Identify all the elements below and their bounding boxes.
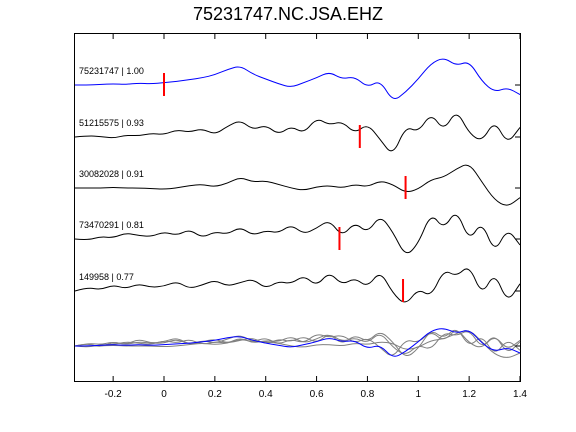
trace-2: 30082028 | 0.91 bbox=[75, 164, 521, 206]
x-tick-label: 0 bbox=[161, 389, 167, 400]
stack-reference bbox=[74, 328, 521, 357]
x-axis: -0.2 0 0.2 0.4 0.6 0.8 1 1.2 1.4 bbox=[105, 34, 527, 400]
x-tick-label: 0.8 bbox=[360, 389, 374, 400]
trace-label: 73470291 | 0.81 bbox=[79, 220, 144, 230]
chart-title: 75231747.NC.JSA.EHZ bbox=[192, 4, 384, 24]
trace-1: 51215575 | 0.93 bbox=[74, 114, 521, 152]
trace-label: 149958 | 0.77 bbox=[79, 272, 134, 282]
x-tick-label: 1.2 bbox=[462, 389, 476, 400]
trace-line bbox=[74, 58, 521, 99]
trace-3: 73470291 | 0.81 bbox=[74, 214, 521, 254]
x-tick-label: 0.2 bbox=[208, 389, 222, 400]
trace-line bbox=[74, 268, 521, 303]
trace-line bbox=[74, 214, 521, 254]
stack-trace-3 bbox=[74, 331, 521, 354]
x-tick-label: 1.4 bbox=[513, 389, 527, 400]
x-tick-label: 1 bbox=[416, 389, 422, 400]
traces-layer: 75231747 | 1.00 51215575 | 0.93 30082028 |… bbox=[74, 58, 521, 303]
trace-0: 75231747 | 1.00 bbox=[74, 58, 521, 99]
x-tick-label: -0.2 bbox=[105, 389, 123, 400]
y-axis-ticks bbox=[515, 84, 520, 347]
trace-line bbox=[75, 164, 521, 206]
trace-line bbox=[74, 114, 521, 152]
trace-4: 149958 | 0.77 bbox=[74, 268, 521, 303]
trace-label: 51215575 | 0.93 bbox=[79, 118, 144, 128]
stack-trace-2 bbox=[74, 329, 521, 357]
trace-label: 75231747 | 1.00 bbox=[79, 66, 144, 76]
x-tick-label: 0.6 bbox=[310, 389, 324, 400]
stack-trace-1 bbox=[75, 330, 521, 358]
x-tick-label: 0.4 bbox=[259, 389, 273, 400]
plot-frame bbox=[74, 33, 521, 382]
stack-overlay bbox=[74, 328, 521, 358]
trace-label: 30082028 | 0.91 bbox=[79, 169, 144, 179]
